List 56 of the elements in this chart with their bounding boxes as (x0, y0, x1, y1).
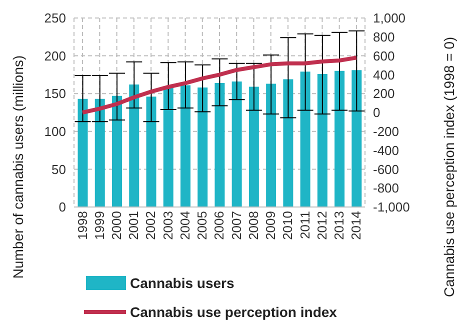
bar (180, 85, 190, 207)
bar (146, 96, 156, 207)
y-tick-label: 0 (58, 200, 66, 215)
x-tick-label: 2014 (348, 211, 364, 240)
bar (214, 83, 225, 207)
x-tick-label: 2007 (228, 211, 244, 240)
y2-tick-label: -1,000 (373, 200, 410, 215)
legend-label: Cannabis users (130, 274, 234, 290)
x-tick-label: 2004 (177, 211, 192, 240)
x-tick-label: 2001 (126, 211, 142, 240)
y-tick-label: 50 (52, 162, 66, 177)
y-tick-label: 250 (44, 10, 66, 26)
bar (232, 82, 242, 207)
y2-tick-label: -800 (373, 180, 400, 196)
x-tick-label: 2006 (212, 211, 227, 240)
bar (163, 86, 174, 207)
x-tick-label: 2000 (109, 211, 124, 240)
y2-axis-title: Cannabis use perception index (1998 = 0) (441, 36, 457, 298)
x-tick-label: 2013 (332, 211, 347, 240)
legend-label: Cannabis use perception index (130, 304, 337, 320)
x-tick-label: 1998 (74, 211, 90, 240)
x-tick-label: 2005 (194, 211, 210, 240)
bar (317, 74, 328, 207)
line-series (80, 56, 358, 114)
y2-tick-label: 0 (373, 105, 380, 120)
x-tick-label: 2008 (246, 211, 261, 240)
x-tick-label: 2010 (280, 211, 296, 240)
y2-tick-label: 600 (373, 48, 395, 64)
x-tick-label: 2003 (160, 211, 176, 240)
y2-tick-label: 400 (373, 67, 395, 82)
x-tick-label: 2009 (263, 211, 278, 240)
bar (94, 98, 105, 207)
y2-tick-label: -400 (373, 142, 400, 158)
bar (129, 84, 140, 207)
bar (266, 84, 276, 207)
x-tick-label: 2002 (143, 211, 158, 240)
x-tick-label: 2012 (314, 211, 330, 240)
y-tick-label: 100 (44, 124, 66, 140)
bar (352, 70, 362, 207)
bar (334, 70, 345, 207)
y-tick-label: 150 (44, 86, 66, 102)
y2-tick-label: 200 (373, 86, 395, 102)
bar (112, 96, 122, 207)
bar (300, 72, 310, 207)
y2-tick-label: -600 (373, 162, 400, 177)
x-tick-label: 2011 (297, 211, 312, 239)
y2-tick-label: -200 (373, 124, 400, 140)
x-tick-label: 1999 (92, 211, 107, 240)
bar (283, 79, 294, 207)
y-axis-title: Number of cannabis users (millions) (10, 55, 26, 279)
bar (198, 88, 208, 207)
y2-tick-label: 1,000 (373, 10, 406, 26)
bar (248, 86, 259, 207)
bar (78, 98, 88, 207)
y2-tick-label: 800 (373, 30, 395, 45)
y-tick-label: 200 (44, 48, 66, 64)
